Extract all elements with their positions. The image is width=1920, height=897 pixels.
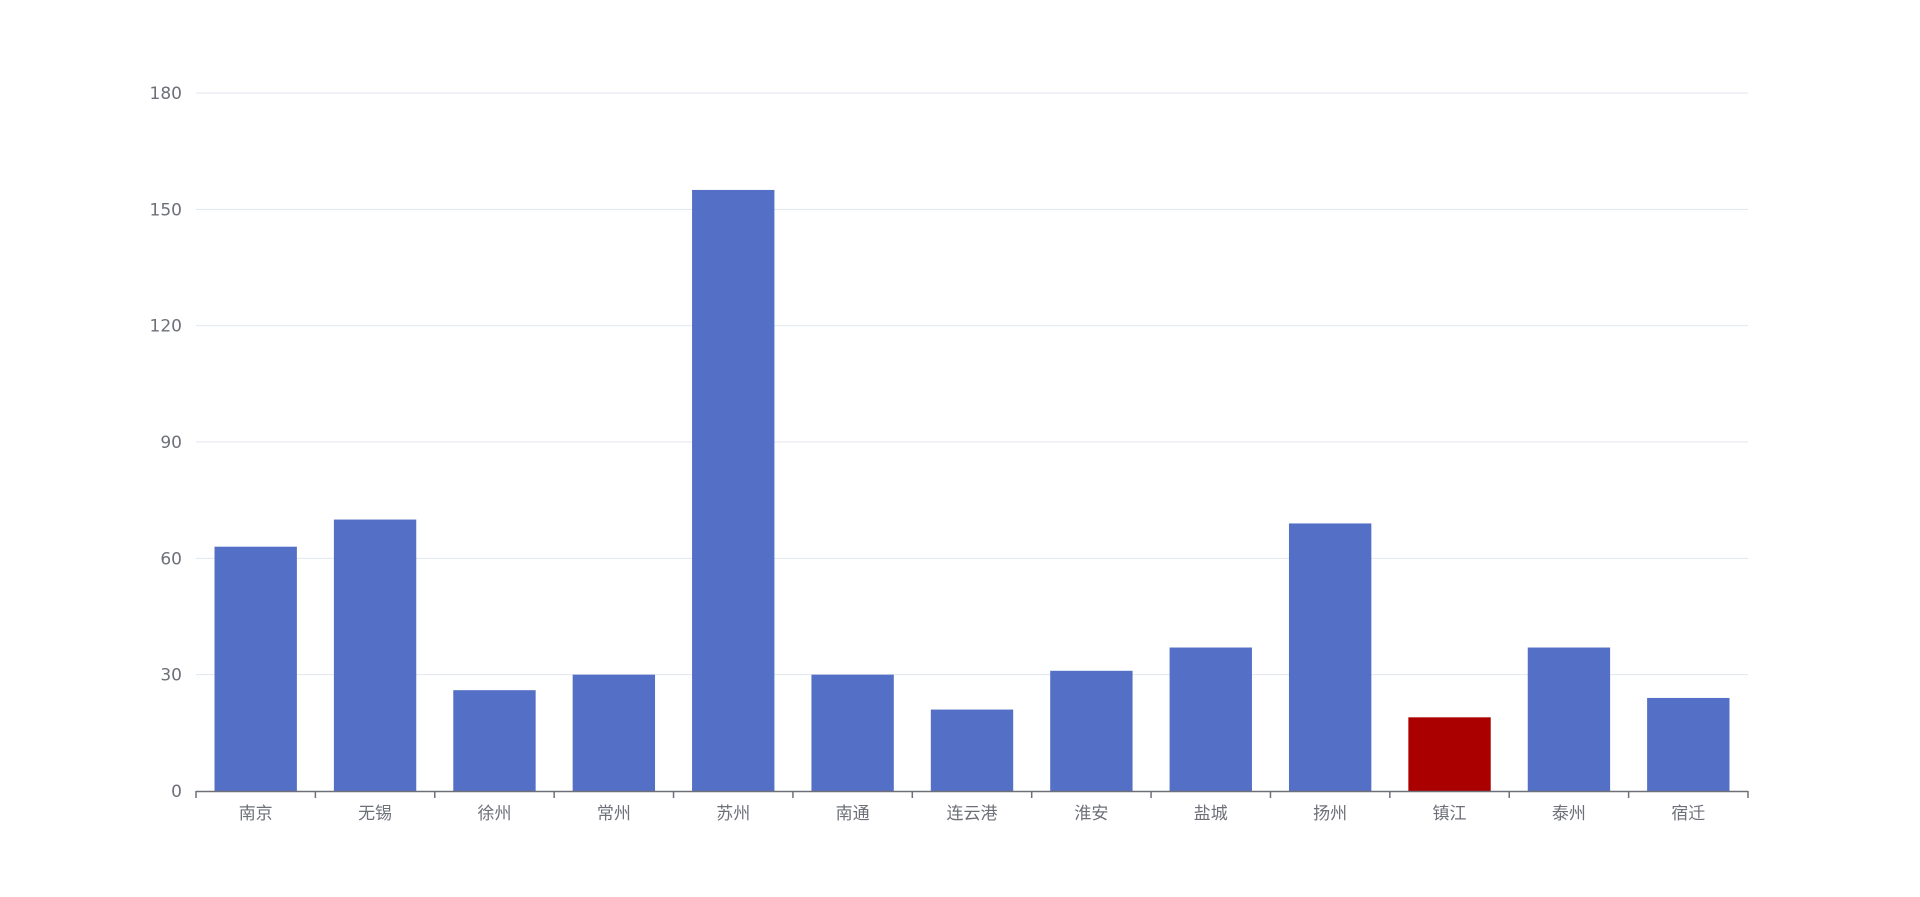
x-tick-label: 泰州 bbox=[1552, 804, 1586, 824]
x-tick-label: 淮安 bbox=[1074, 804, 1108, 824]
x-tick-label: 南通 bbox=[836, 804, 870, 824]
bar-0[interactable] bbox=[214, 546, 297, 791]
bar-1[interactable] bbox=[333, 519, 417, 791]
x-tick-label: 常州 bbox=[597, 804, 631, 824]
x-tick-label: 苏州 bbox=[716, 804, 750, 824]
y-tick-label: 30 bbox=[160, 666, 182, 686]
x-axis bbox=[195, 790, 1749, 798]
bar-10[interactable] bbox=[1408, 717, 1491, 791]
bar-6[interactable] bbox=[930, 709, 1014, 791]
x-tick-label: 盐城 bbox=[1194, 804, 1228, 824]
y-axis-tick-labels: 0 30 60 90 120 150 180 bbox=[150, 84, 182, 802]
y-tick-label: 60 bbox=[160, 549, 182, 569]
x-axis-tick-labels: 南京 无锡 徐州 常州 苏州 南通 连云港 淮安 盐城 扬州 镇江 泰州 宿迁 bbox=[239, 804, 1706, 824]
y-tick-label: 0 bbox=[171, 782, 182, 802]
bars bbox=[214, 189, 1730, 791]
bar-7[interactable] bbox=[1050, 670, 1133, 791]
y-tick-label: 150 bbox=[150, 200, 182, 220]
x-tick-label: 宿迁 bbox=[1671, 804, 1705, 824]
y-tick-label: 120 bbox=[150, 317, 182, 337]
bar-5[interactable] bbox=[811, 674, 894, 791]
x-tick-label: 镇江 bbox=[1433, 804, 1467, 824]
y-tick-label: 180 bbox=[150, 84, 182, 104]
x-tick-label: 扬州 bbox=[1313, 804, 1347, 824]
bar-2[interactable] bbox=[453, 690, 536, 791]
bar-8[interactable] bbox=[1169, 647, 1252, 791]
bar-3[interactable] bbox=[572, 674, 656, 791]
bar-12[interactable] bbox=[1647, 697, 1730, 791]
bar-11[interactable] bbox=[1527, 647, 1611, 791]
y-tick-label: 90 bbox=[160, 433, 182, 453]
bar-4[interactable] bbox=[692, 189, 775, 791]
x-tick-label: 南京 bbox=[239, 804, 273, 824]
x-tick-label: 连云港 bbox=[947, 804, 998, 824]
grid-lines bbox=[196, 92, 1748, 676]
bar-9[interactable] bbox=[1288, 523, 1372, 791]
x-tick-label: 徐州 bbox=[477, 804, 511, 824]
x-tick-label: 无锡 bbox=[358, 804, 392, 824]
